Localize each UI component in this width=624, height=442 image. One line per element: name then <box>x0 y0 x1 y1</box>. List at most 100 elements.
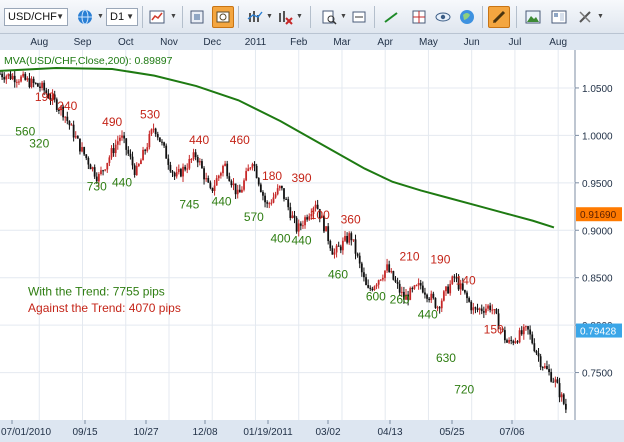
layout-icon[interactable] <box>548 6 570 28</box>
candle-body <box>438 307 441 309</box>
candle-body <box>451 276 454 284</box>
globe-nav-icon[interactable] <box>456 6 478 28</box>
timeframe-select[interactable]: D1 ▼ <box>106 8 138 26</box>
candle-body <box>257 178 260 185</box>
candle-body <box>489 305 492 311</box>
candle-body <box>201 161 203 169</box>
candle-body <box>403 291 405 300</box>
tools-icon[interactable] <box>574 6 596 28</box>
zoom-fit-icon[interactable] <box>348 6 370 28</box>
bottom-axis-date-label: 10/27 <box>133 427 158 438</box>
y-tick-label: 0.7500 <box>582 369 613 380</box>
candle-body <box>60 106 62 111</box>
studies-icon[interactable] <box>244 6 266 28</box>
candle-body <box>121 135 123 138</box>
candle-body <box>196 157 199 163</box>
zoom-icon[interactable] <box>318 6 340 28</box>
swing-pip-label: 530 <box>140 107 160 121</box>
swing-pip-label: 140 <box>456 273 476 287</box>
candle-body <box>541 367 544 369</box>
candle-body <box>217 175 220 179</box>
candle-body <box>354 239 357 254</box>
candle-body <box>211 187 214 191</box>
candle-body <box>154 128 157 135</box>
price-chart[interactable]: 560 190 320 240 490 730 440 530 440 745 440 460 570 1… <box>0 34 624 442</box>
candle-body <box>165 145 168 159</box>
chevron-down-icon[interactable]: ▼ <box>340 13 347 20</box>
candle-body <box>323 215 325 232</box>
candle-body <box>24 73 27 80</box>
candle-body <box>215 178 218 186</box>
candle-body <box>285 198 287 200</box>
bottom-axis-date-label: 01/19/2011 <box>243 427 293 438</box>
candle-body <box>89 164 92 170</box>
candle-body <box>26 78 29 80</box>
globe-icon[interactable] <box>74 6 96 28</box>
chart-type-icon[interactable] <box>146 6 168 28</box>
top-axis-month-label: Jun <box>464 37 480 48</box>
candle-body <box>352 239 355 241</box>
candle-body <box>415 285 418 287</box>
candle-body <box>413 285 416 289</box>
top-axis-month-label: Aug <box>30 37 48 48</box>
candle-body <box>127 149 130 154</box>
candle-body <box>472 307 475 311</box>
candle-body <box>369 287 372 289</box>
chart-settings-icon[interactable] <box>186 6 208 28</box>
candle-body <box>442 291 445 301</box>
candle-body <box>207 178 210 183</box>
top-axis-month-label: Aug <box>549 37 567 48</box>
candle-body <box>41 82 43 88</box>
candle-body <box>453 276 456 278</box>
candle-body <box>518 330 521 343</box>
candle-body <box>171 171 174 173</box>
eye-icon[interactable] <box>432 6 454 28</box>
candle-body <box>62 106 65 118</box>
screenshot-icon[interactable] <box>212 6 234 28</box>
bottom-axis-date-label: 07/06 <box>499 427 524 438</box>
candle-body <box>466 292 468 299</box>
candle-body <box>457 278 460 290</box>
candle-body <box>537 353 540 357</box>
symbol-select[interactable]: USD/CHF ▼ <box>4 8 68 26</box>
draw-pencil-icon[interactable] <box>488 6 510 28</box>
candle-body <box>43 82 46 91</box>
chevron-down-icon[interactable]: ▼ <box>266 13 273 20</box>
candle-body <box>480 308 483 312</box>
chevron-down-icon[interactable]: ▼ <box>170 13 177 20</box>
candle-body <box>379 279 382 281</box>
candle-body <box>249 167 252 169</box>
chevron-down-icon[interactable]: ▼ <box>97 13 104 20</box>
crosshair-icon[interactable] <box>408 6 430 28</box>
candle-body <box>182 166 184 177</box>
candle-body <box>388 264 391 272</box>
candle-body <box>287 199 290 208</box>
candle-body <box>30 78 33 88</box>
candle-body <box>180 169 182 177</box>
candle-body <box>503 330 506 341</box>
trend-line-icon[interactable] <box>380 6 402 28</box>
candle-body <box>377 280 380 285</box>
candle-body <box>506 340 508 343</box>
candle-body <box>194 152 197 158</box>
candle-body <box>259 184 262 192</box>
candle-body <box>346 235 349 243</box>
candle-body <box>280 185 283 189</box>
candle-body <box>535 351 538 354</box>
chevron-down-icon[interactable]: ▼ <box>296 13 303 20</box>
y-tick-label: 0.9000 <box>582 226 613 237</box>
candle-body <box>135 165 138 175</box>
studies-remove-icon[interactable] <box>274 6 296 28</box>
candle-body <box>356 253 359 256</box>
image-icon[interactable] <box>522 6 544 28</box>
candle-body <box>470 301 473 311</box>
candle-body <box>186 168 189 170</box>
candle-body <box>337 245 340 247</box>
candle-body <box>131 156 134 166</box>
candle-body <box>230 181 233 186</box>
candle-body <box>156 134 159 138</box>
candle-body <box>316 204 319 209</box>
candle-body <box>327 226 330 242</box>
chevron-down-icon[interactable]: ▼ <box>597 13 604 20</box>
top-axis-month-label: Dec <box>203 37 221 48</box>
